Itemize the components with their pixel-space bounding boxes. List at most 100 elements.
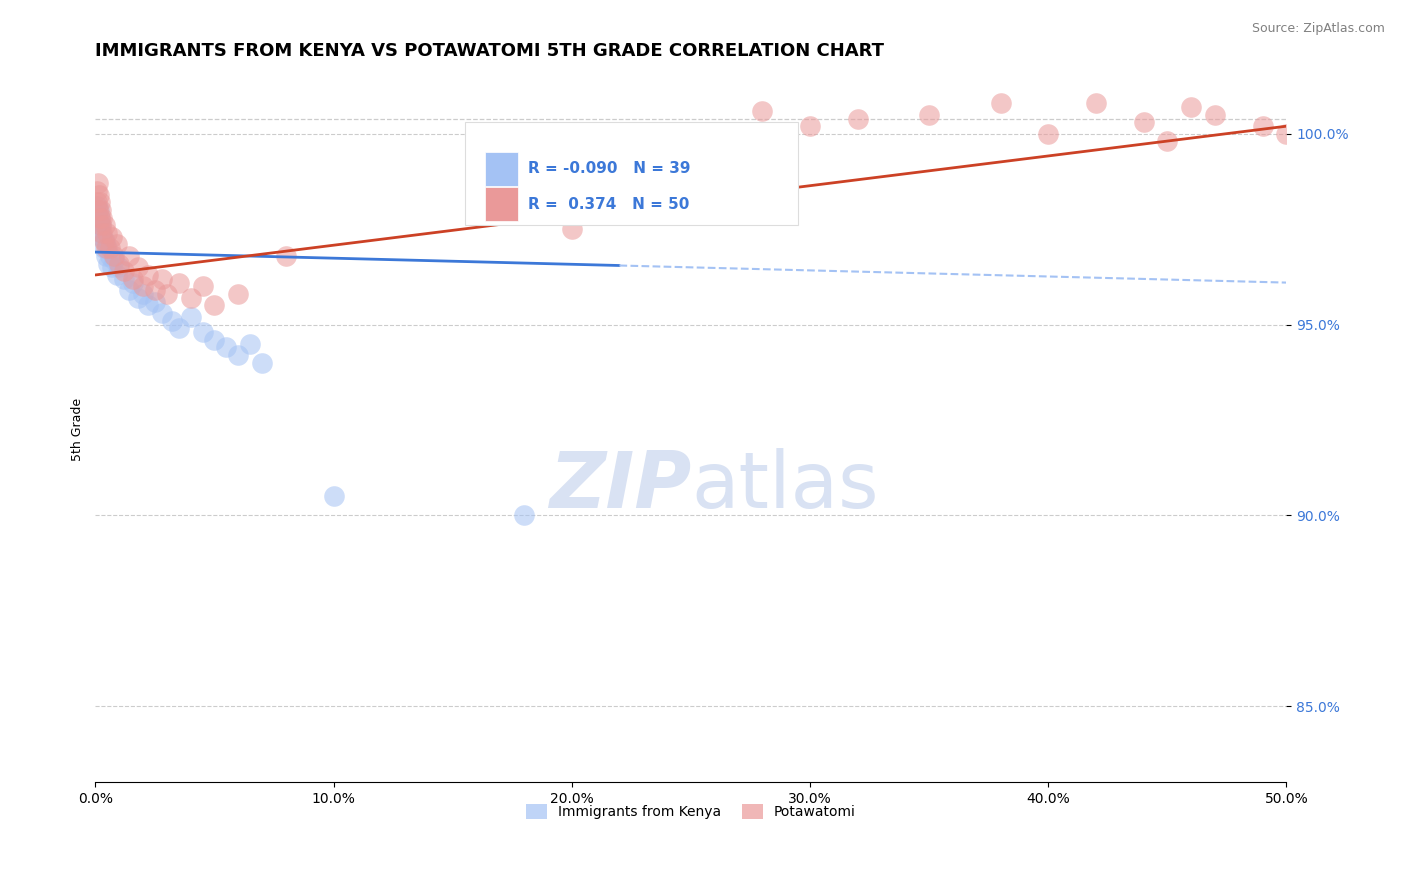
Point [90, 219, 112, 233]
Point [322, 489, 344, 503]
Point [101, 260, 124, 275]
Point [191, 325, 214, 339]
Point [561, 222, 583, 236]
Text: Source: ZipAtlas.com: Source: ZipAtlas.com [1251, 22, 1385, 36]
Point [105, 237, 128, 252]
Point [180, 310, 202, 324]
Point [136, 298, 159, 312]
Point [1251, 119, 1274, 133]
Point [90, 203, 112, 218]
Point [191, 279, 214, 293]
Point [108, 260, 131, 275]
Point [127, 291, 149, 305]
Point [86, 195, 108, 210]
Point [89, 219, 111, 233]
Point [132, 287, 155, 301]
Point [86, 184, 108, 198]
Point [97, 256, 120, 270]
Point [118, 249, 141, 263]
Point [91, 211, 114, 225]
Point [1084, 96, 1107, 111]
Point [167, 321, 190, 335]
Point [1132, 115, 1154, 129]
Point [108, 256, 131, 270]
Point [89, 211, 111, 225]
Point [91, 229, 114, 244]
Point [1204, 108, 1226, 122]
Point [90, 226, 112, 240]
Point [87, 222, 110, 236]
Point [112, 264, 135, 278]
Text: atlas: atlas [690, 448, 879, 524]
Point [98, 241, 121, 255]
Point [87, 203, 110, 218]
Point [513, 508, 536, 523]
Point [101, 229, 124, 244]
Legend: Immigrants from Kenya, Potawatomi: Immigrants from Kenya, Potawatomi [520, 799, 862, 825]
Point [118, 283, 141, 297]
FancyBboxPatch shape [464, 122, 799, 225]
Text: R =  0.374   N = 50: R = 0.374 N = 50 [527, 196, 689, 211]
Point [87, 214, 110, 228]
Point [122, 276, 145, 290]
Point [98, 249, 121, 263]
Point [132, 279, 155, 293]
Point [1156, 135, 1178, 149]
Point [93, 234, 115, 248]
Point [94, 219, 117, 233]
Point [91, 226, 114, 240]
Point [90, 219, 112, 233]
Point [204, 298, 226, 312]
Point [160, 314, 183, 328]
Point [143, 294, 166, 309]
Point [103, 252, 125, 267]
Point [226, 287, 249, 301]
Point [250, 356, 273, 370]
Point [143, 283, 166, 297]
Text: IMMIGRANTS FROM KENYA VS POTAWATOMI 5TH GRADE CORRELATION CHART: IMMIGRANTS FROM KENYA VS POTAWATOMI 5TH … [96, 42, 884, 60]
Point [96, 226, 118, 240]
Point [990, 96, 1012, 111]
Point [226, 348, 249, 362]
Bar [485, 187, 519, 221]
Point [87, 177, 110, 191]
Point [96, 241, 118, 255]
Point [167, 276, 190, 290]
Point [89, 211, 111, 225]
Point [89, 195, 111, 210]
Point [86, 199, 108, 213]
Point [112, 272, 135, 286]
Point [215, 341, 238, 355]
Point [274, 249, 297, 263]
Point [1275, 127, 1298, 141]
Point [94, 234, 117, 248]
Point [87, 203, 110, 218]
Point [122, 272, 145, 286]
Point [751, 103, 773, 118]
Point [150, 306, 173, 320]
Point [87, 187, 110, 202]
Point [846, 112, 869, 126]
Point [127, 260, 149, 275]
Bar [485, 152, 519, 186]
Point [1038, 127, 1060, 141]
Text: ZIP: ZIP [548, 448, 690, 524]
Point [1180, 100, 1202, 114]
Point [93, 241, 115, 255]
Point [918, 108, 941, 122]
Point [180, 291, 202, 305]
Text: R = -0.090   N = 39: R = -0.090 N = 39 [527, 161, 690, 177]
Point [204, 333, 226, 347]
Point [105, 268, 128, 282]
Point [150, 272, 173, 286]
Point [94, 241, 117, 255]
Point [86, 207, 108, 221]
Point [156, 287, 179, 301]
Point [799, 119, 821, 133]
Point [94, 249, 117, 263]
Point [136, 268, 159, 282]
Point [679, 145, 702, 160]
Point [103, 249, 125, 263]
Y-axis label: 5th Grade: 5th Grade [72, 398, 84, 461]
Point [239, 336, 262, 351]
